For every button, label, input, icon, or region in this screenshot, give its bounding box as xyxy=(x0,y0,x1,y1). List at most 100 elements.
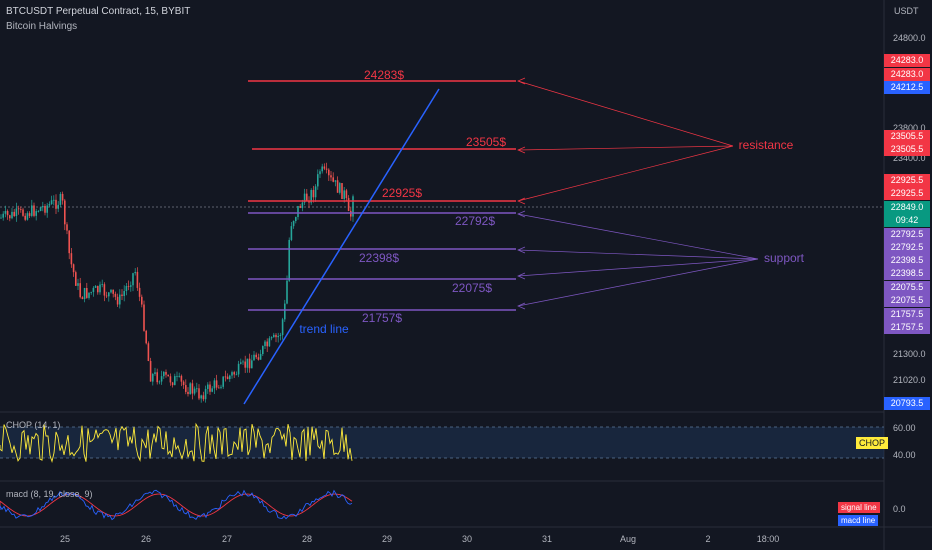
candle-body xyxy=(185,385,187,392)
macd-line xyxy=(0,489,353,521)
candle-body xyxy=(13,211,15,217)
candle-body xyxy=(171,382,174,386)
price-tick: 24800.0 xyxy=(893,33,926,43)
candle-body xyxy=(314,186,317,198)
price-tick: 21300.0 xyxy=(893,349,926,359)
candle-body xyxy=(233,372,235,375)
macd-title[interactable]: macd (8, 19, close, 9) xyxy=(6,489,93,499)
signal-line xyxy=(0,493,353,517)
candle-body xyxy=(17,208,20,210)
candle-body xyxy=(325,168,328,170)
time-tick: 31 xyxy=(541,534,553,544)
candle-body xyxy=(147,343,150,361)
candle-body xyxy=(182,381,185,386)
indicator-title[interactable]: Bitcoin Halvings xyxy=(6,21,78,32)
candle-body xyxy=(35,211,37,216)
candle-body xyxy=(61,193,64,201)
candle-body xyxy=(79,283,81,298)
symbol-title[interactable]: BTCUSDT Perpetual Contract, 15, BYBIT xyxy=(6,6,191,17)
candle-body xyxy=(292,220,295,227)
price-tag: 22075.5 xyxy=(884,281,930,294)
candle-body xyxy=(224,376,227,378)
candle-body xyxy=(11,211,13,219)
candle-body xyxy=(66,224,68,231)
candle-body xyxy=(189,383,191,395)
candle-body xyxy=(209,384,211,392)
candle-body xyxy=(108,292,110,297)
candle-body xyxy=(92,287,95,293)
resistance-label: resistance xyxy=(738,138,794,152)
support-arrow xyxy=(517,249,759,260)
candle-body xyxy=(332,177,334,182)
price-tag: 22849.0 xyxy=(884,201,930,214)
candle-body xyxy=(246,358,249,368)
candle-body xyxy=(141,296,143,305)
candle-body xyxy=(180,375,183,382)
time-tick: 2 xyxy=(705,534,711,544)
support-arrow xyxy=(517,213,759,260)
candle-body xyxy=(9,215,11,219)
candle-body xyxy=(211,388,213,392)
candle-body xyxy=(255,354,257,358)
arrow-head xyxy=(517,272,526,280)
candle-body xyxy=(77,283,79,286)
time-tick: 18:00 xyxy=(756,534,780,544)
candle-body xyxy=(130,285,132,287)
candle-body xyxy=(268,338,271,347)
candle-body xyxy=(99,284,101,293)
candle-body xyxy=(343,190,345,199)
candle-body xyxy=(24,215,26,220)
price-tag: 22925.5 xyxy=(884,174,930,187)
arrow-head xyxy=(517,146,526,154)
price-tag: 24212.5 xyxy=(884,81,930,94)
candle-body xyxy=(145,330,147,344)
candle-body xyxy=(303,193,306,203)
candle-body xyxy=(226,376,229,380)
candle-body xyxy=(317,174,319,187)
candle-body xyxy=(55,199,57,209)
candle-body xyxy=(198,388,200,399)
candle-body xyxy=(2,213,4,218)
candle-body xyxy=(312,190,315,198)
candle-body xyxy=(165,371,167,375)
price-tag: 24283.0 xyxy=(884,54,930,67)
candle-body xyxy=(57,204,59,209)
candle-body xyxy=(242,361,244,363)
price-tick: 23800.0 xyxy=(893,123,926,133)
support-arrow xyxy=(517,258,759,307)
candle-body xyxy=(200,395,202,399)
candle-body xyxy=(273,334,275,338)
candle-body xyxy=(88,292,90,298)
price-tag: 21757.5 xyxy=(884,321,930,334)
chop-lower-tick: 40.00 xyxy=(893,450,916,460)
candle-body xyxy=(64,200,66,225)
candle-body xyxy=(75,272,77,286)
candle-body xyxy=(20,208,22,210)
candle-body xyxy=(68,230,70,254)
candle-body xyxy=(39,207,42,211)
candle-body xyxy=(352,196,354,217)
currency-label[interactable]: USDT xyxy=(894,6,919,16)
price-tag: 22398.5 xyxy=(884,254,930,267)
candle-body xyxy=(0,217,2,219)
signal-line-legend: signal line xyxy=(838,502,880,513)
chop-title[interactable]: CHOP (14, 1) xyxy=(6,420,61,430)
chop-upper-tick: 60.00 xyxy=(893,423,916,433)
candle-body xyxy=(299,205,301,208)
time-tick: Aug xyxy=(619,534,637,544)
candle-body xyxy=(286,280,288,304)
candle-body xyxy=(288,239,290,281)
price-tag: 09:42 xyxy=(884,214,930,227)
candle-body xyxy=(297,205,299,217)
chop-band xyxy=(0,427,884,458)
candle-body xyxy=(301,202,304,208)
candle-body xyxy=(94,286,97,288)
candle-body xyxy=(167,374,169,377)
candle-body xyxy=(187,391,189,395)
candle-body xyxy=(44,205,46,213)
candle-body xyxy=(72,264,75,273)
candle-body xyxy=(119,294,121,305)
candle-body xyxy=(215,380,218,388)
candle-body xyxy=(330,175,332,178)
